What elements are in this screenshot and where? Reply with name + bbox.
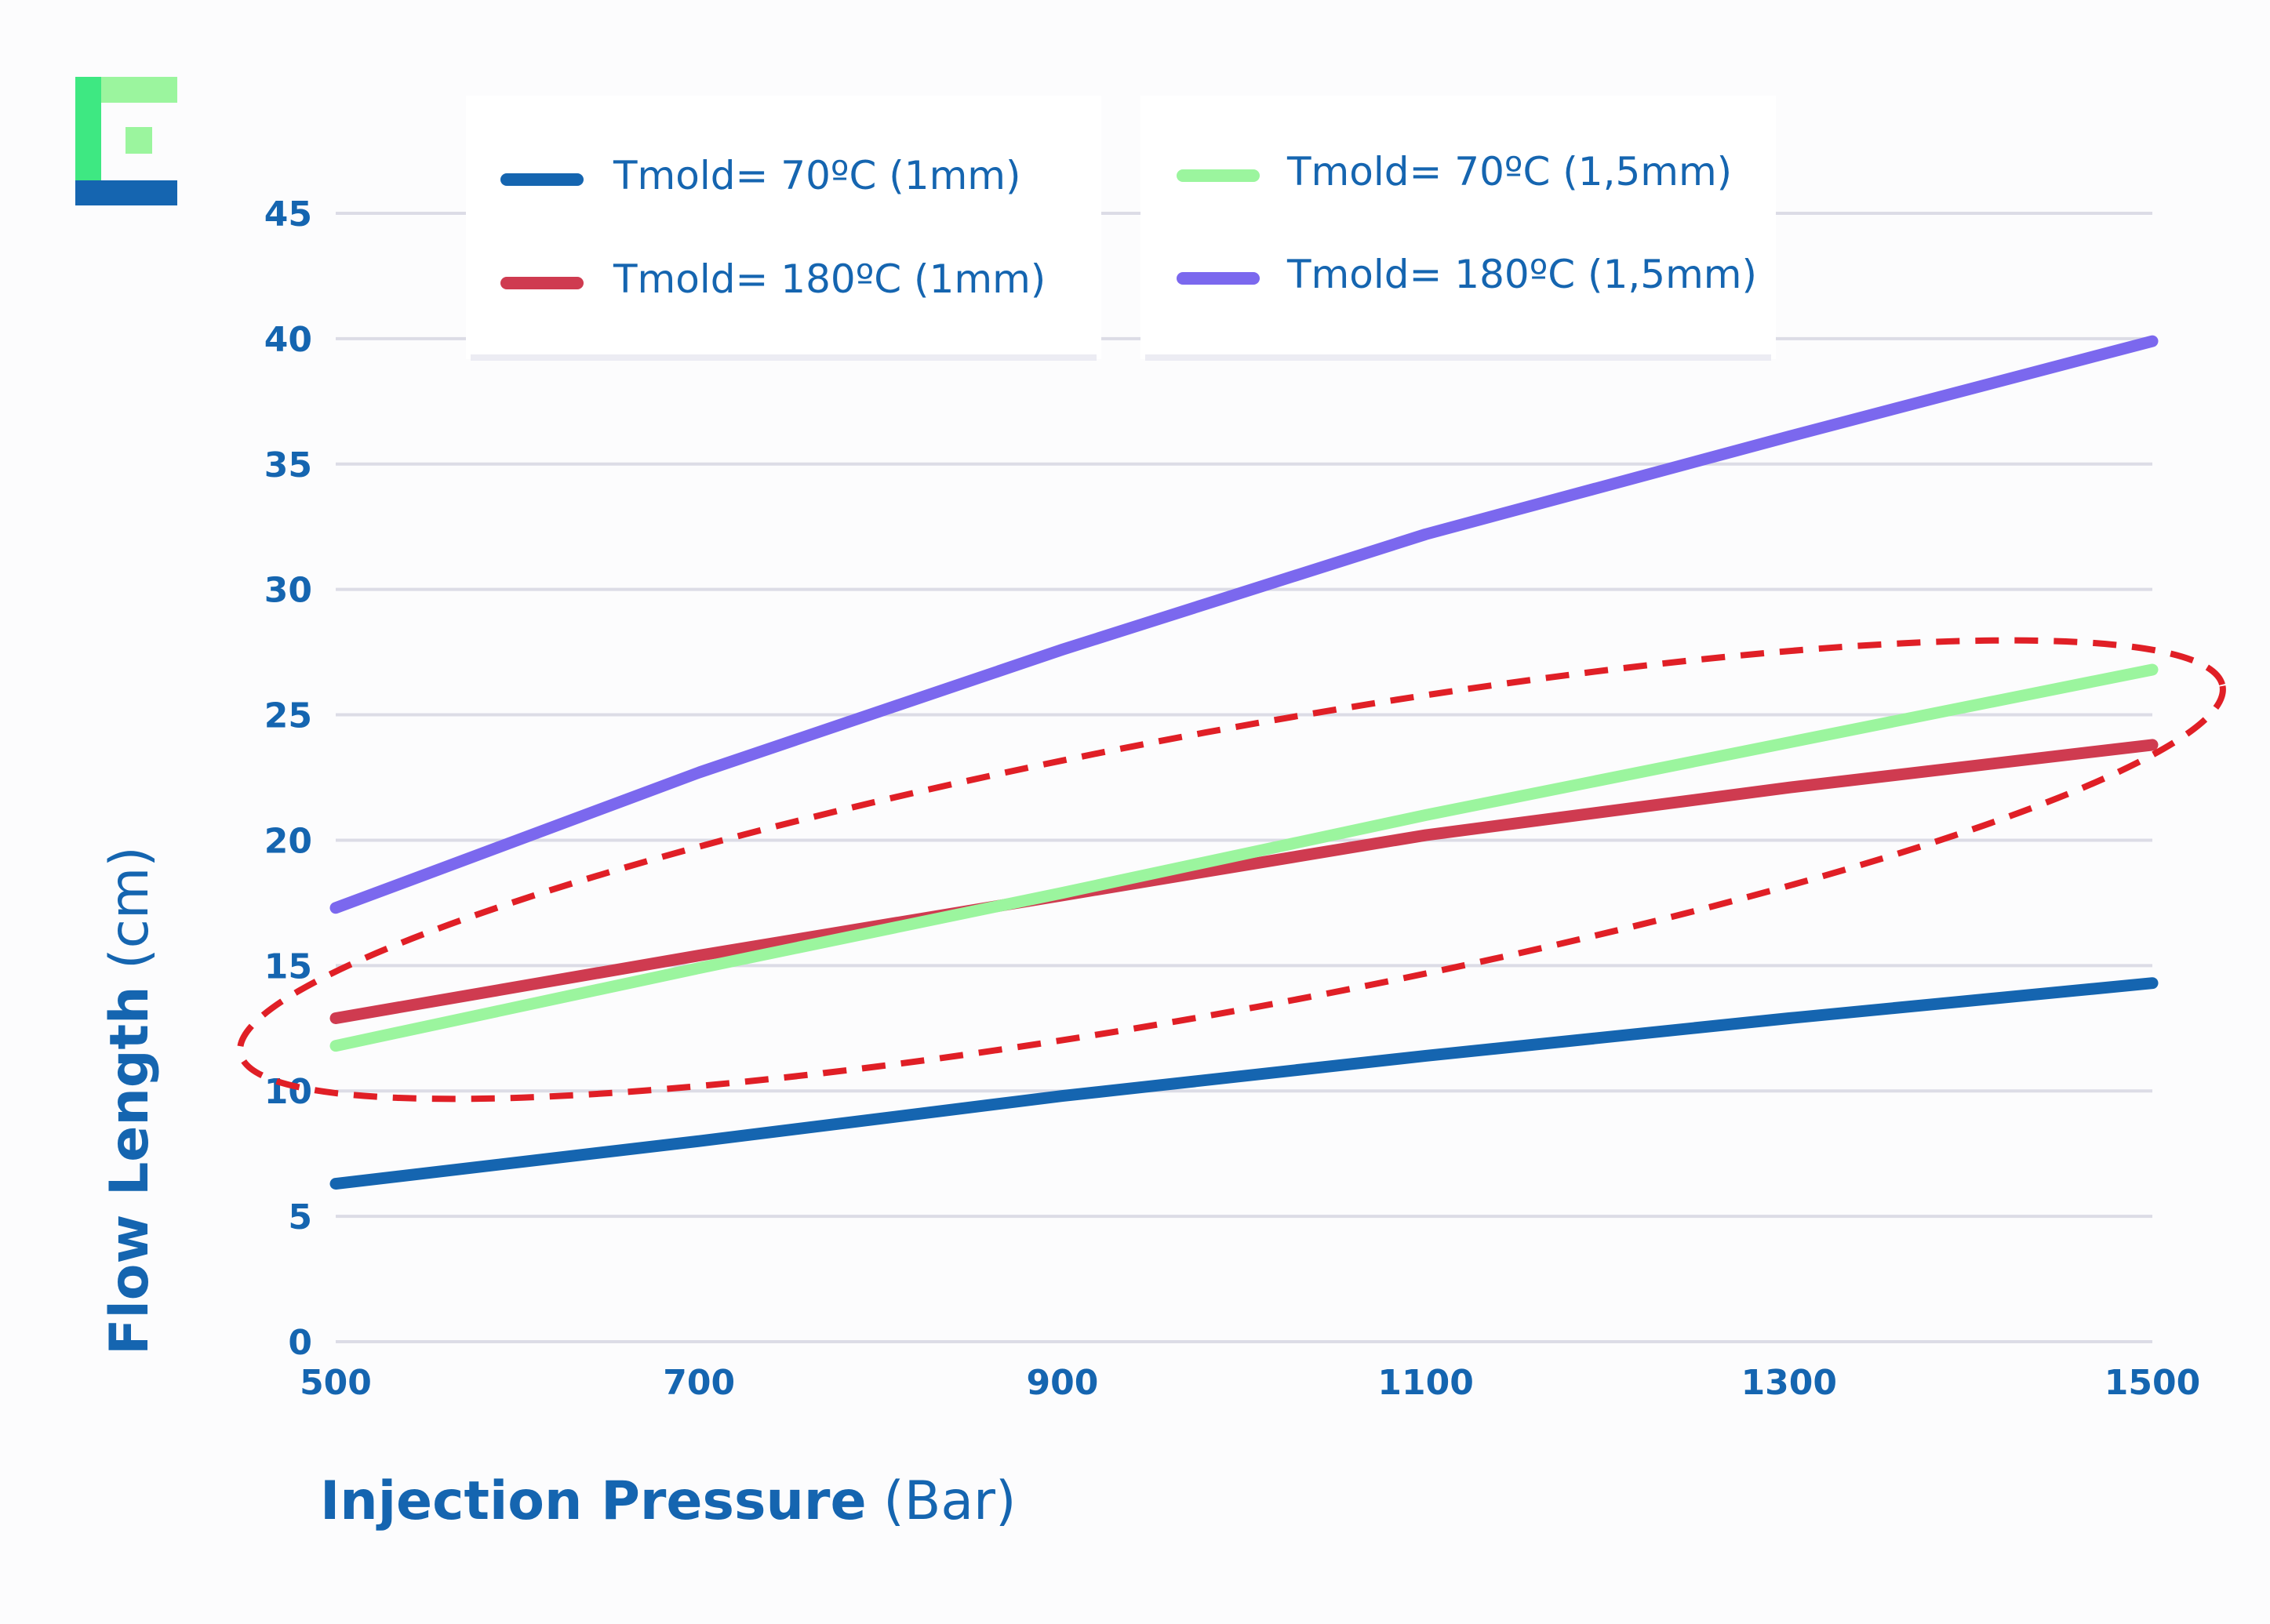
x-tick-label: 1100	[1377, 1363, 1473, 1403]
y-tick-label: 10	[264, 1072, 312, 1112]
series-line-1	[329, 739, 2159, 1024]
x-tick-label: 700	[663, 1363, 735, 1403]
series-line-0	[329, 977, 2159, 1190]
y-tick-label: 25	[264, 696, 312, 736]
y-axis-ticks: 0 5 10 15 20 25 30 35 40 45	[264, 194, 312, 1363]
x-axis-ticks: 500 700 900 1100 1300 1500	[300, 1363, 2200, 1403]
x-tick-label: 500	[300, 1363, 372, 1403]
y-axis-title: Flow Length (cm)	[99, 846, 161, 1355]
y-tick-label: 0	[288, 1323, 312, 1363]
legend: Tmold= 70ºC (1mm) Tmold= 180ºC (1mm) Tmo…	[466, 96, 1776, 361]
legend-label-blue-1mm: Tmold= 70ºC (1mm)	[613, 153, 1020, 198]
legend-label-red-1mm: Tmold= 180ºC (1mm)	[613, 256, 1046, 302]
x-tick-label: 900	[1026, 1363, 1098, 1403]
company-logo	[75, 77, 177, 205]
x-tick-label: 1300	[1741, 1363, 1837, 1403]
series-lines	[329, 335, 2159, 1190]
highlight-ellipse	[237, 637, 2226, 1103]
y-tick-label: 20	[264, 821, 312, 861]
y-tick-label: 30	[264, 571, 312, 611]
series-line-3	[329, 335, 2159, 914]
x-tick-label: 1500	[2104, 1363, 2200, 1403]
y-tick-label: 5	[288, 1197, 312, 1237]
y-tick-label: 40	[264, 320, 312, 360]
x-axis-title: Injection Pressure (Bar)	[320, 1470, 1017, 1532]
legend-label-green-15mm: Tmold= 70ºC (1,5mm)	[1286, 149, 1732, 194]
series-line-2	[329, 663, 2159, 1052]
y-tick-label: 15	[264, 946, 312, 986]
y-tick-label: 35	[264, 445, 312, 485]
legend-label-purple-15mm: Tmold= 180ºC (1,5mm)	[1286, 252, 1757, 297]
y-tick-label: 45	[264, 194, 312, 234]
